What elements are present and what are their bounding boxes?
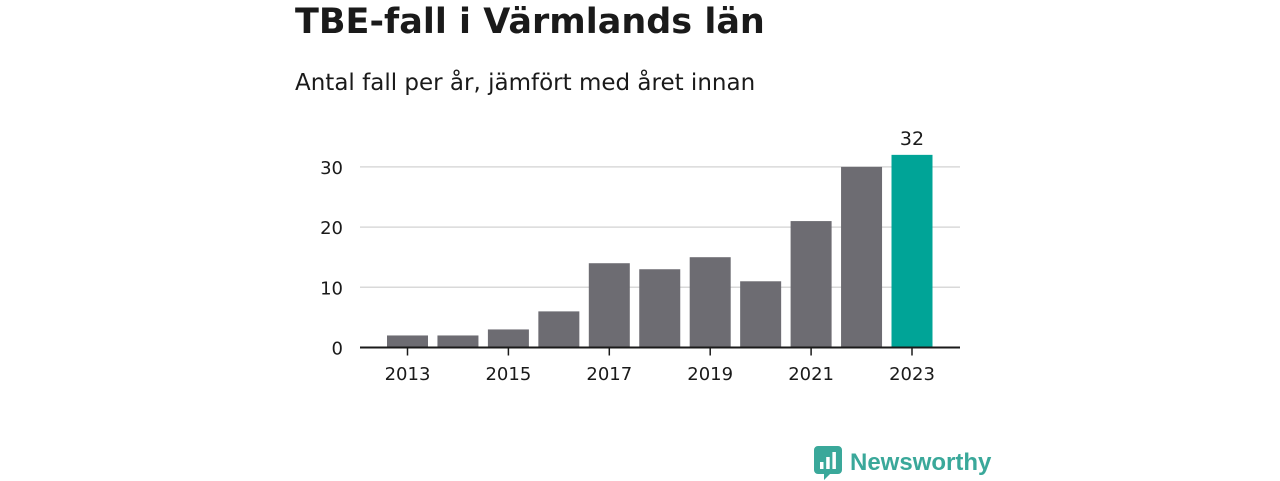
y-tick-label: 30	[320, 158, 343, 179]
newsworthy-brand: Newsworthy	[814, 445, 991, 481]
labels: 0 10 20 30 2013 2015 2017 2019 2021 2023 32	[320, 128, 935, 385]
bar-2020	[740, 281, 782, 348]
bar-2018	[639, 269, 681, 348]
bars	[387, 154, 933, 348]
bar-2013	[387, 335, 428, 348]
y-tick-label: 10	[320, 278, 343, 299]
bar-2016	[538, 311, 580, 348]
bar-2023	[891, 154, 933, 348]
brand-name: Newsworthy	[850, 449, 992, 476]
y-tick-label: 0	[332, 339, 343, 360]
bar-2017	[588, 263, 630, 348]
x-tick-label: 2019	[687, 364, 733, 385]
chart-title: TBE-fall i Värmlands län	[295, 2, 765, 42]
bar-2022	[841, 166, 883, 348]
axes	[360, 346, 960, 356]
x-tick-label: 2017	[586, 364, 632, 385]
x-tick-label: 2013	[385, 364, 431, 385]
y-tick-label: 20	[320, 218, 343, 239]
bar-2021	[790, 221, 832, 348]
chart-subtitle: Antal fall per år, jämfört med året inna…	[295, 70, 756, 96]
x-tick-label: 2021	[788, 364, 834, 385]
bar-2019	[689, 257, 731, 348]
data-label: 32	[900, 128, 924, 150]
bar-2015	[487, 329, 529, 348]
x-tick-label: 2023	[889, 364, 935, 385]
x-tick-label: 2015	[485, 364, 531, 385]
newsworthy-logo-icon	[814, 446, 842, 480]
bar-2014	[437, 335, 479, 348]
